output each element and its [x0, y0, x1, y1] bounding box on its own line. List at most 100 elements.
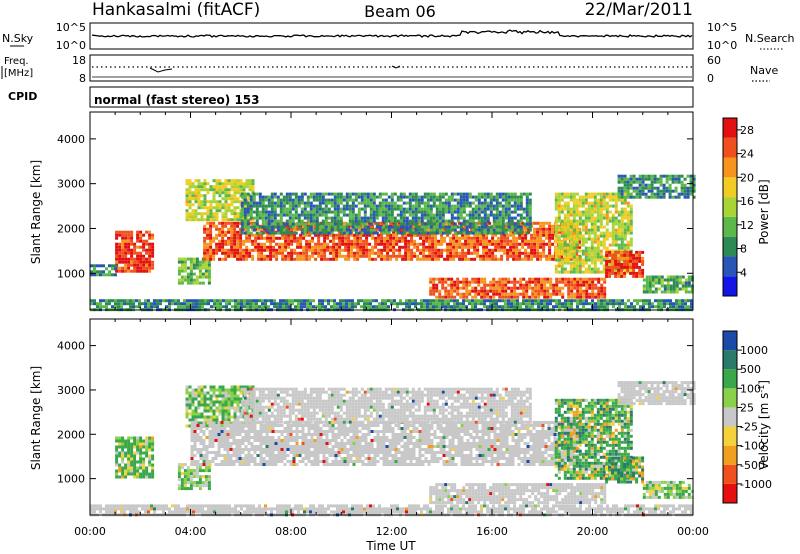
echo-cell: [186, 257, 190, 261]
echo-cell: [432, 216, 436, 220]
echo-cell: [246, 201, 250, 205]
echo-cell: [192, 281, 196, 285]
echo-cell: [130, 239, 134, 243]
echo-cell: [258, 299, 261, 303]
echo-cell: [432, 201, 436, 205]
echo-cell: [548, 248, 552, 252]
echo-cell: [593, 234, 597, 238]
echo-cell: [420, 207, 424, 211]
echo-cell: [239, 185, 243, 189]
echo-cell: [302, 248, 306, 252]
echo-cell: [207, 269, 211, 273]
echo-cell: [147, 299, 150, 303]
echo-cell: [645, 281, 649, 285]
echo-cell: [482, 257, 486, 261]
echo-cell: [584, 216, 588, 220]
echo-cell: [363, 207, 367, 211]
echo-cell: [501, 292, 505, 296]
echo-cell: [465, 198, 469, 202]
echo-cell: [302, 236, 306, 240]
echo-cell: [408, 207, 412, 211]
echo-cell: [111, 273, 114, 277]
echo-cell: [450, 219, 454, 223]
echo-cell: [629, 265, 633, 269]
echo-cell: [221, 230, 225, 234]
echo-cell: [659, 189, 663, 193]
echo-cell: [588, 302, 591, 306]
echo-cell: [398, 236, 402, 240]
echo-cell: [482, 236, 486, 240]
echo-cell: [548, 257, 552, 261]
echo-cell: [372, 204, 376, 208]
echo-cell: [314, 224, 318, 228]
echo-cell: [620, 213, 624, 217]
echo-cell: [338, 245, 342, 249]
echo-cell: [666, 290, 670, 294]
echo-cell: [572, 225, 576, 229]
echo-cell: [209, 212, 213, 216]
echo-cell: [510, 299, 513, 303]
echo-cell: [206, 206, 210, 210]
echo-cell: [584, 213, 588, 217]
echo-cell: [590, 204, 594, 208]
echo-cell: [459, 295, 463, 299]
echo-cell: [369, 210, 373, 214]
echo-cell: [684, 284, 688, 288]
echo-cell: [133, 269, 137, 273]
echo-region: [429, 277, 607, 299]
echo-cell: [468, 292, 472, 296]
echo-cell: [575, 231, 579, 235]
echo-cell: [620, 216, 624, 220]
echo-cell: [629, 253, 633, 257]
echo-cell: [267, 204, 271, 208]
echo-cell: [279, 219, 283, 223]
echo-cell: [151, 233, 155, 237]
echo-cell: [302, 233, 306, 237]
echo-cell: [570, 292, 574, 296]
echo-cell: [629, 207, 633, 211]
echo-cell: [590, 213, 594, 217]
echo-cell: [438, 207, 442, 211]
echo-cell: [567, 305, 570, 309]
echo-cell: [329, 257, 333, 261]
echo-cell: [450, 213, 454, 217]
echo-cell: [239, 227, 243, 231]
echo-cell: [437, 254, 441, 258]
echo-cell: [528, 286, 532, 290]
echo-cell: [180, 275, 184, 279]
echo-cell: [308, 245, 312, 249]
echo-cell: [332, 257, 336, 261]
echo-cell: [242, 182, 246, 186]
echo-cell: [282, 201, 286, 205]
echo-cell: [127, 230, 131, 234]
echo-cell: [488, 251, 492, 255]
echo-cell: [554, 228, 558, 232]
echo-cell: [552, 305, 555, 309]
freq-left-label-2: [MHz]: [4, 68, 33, 79]
echo-cell: [206, 242, 210, 246]
echo-cell: [413, 245, 417, 249]
echo-cell: [597, 277, 601, 281]
echo-cell: [455, 251, 459, 255]
echo-cell: [431, 242, 435, 246]
echo-cell: [130, 233, 134, 237]
echo-cell: [641, 192, 645, 196]
echo-cell: [611, 225, 615, 229]
echo-cell: [546, 292, 550, 296]
echo-cell: [435, 225, 439, 229]
echo-cell: [413, 242, 417, 246]
echo-cell: [338, 251, 342, 255]
echo-cell: [209, 245, 213, 249]
echo-cell: [492, 195, 496, 199]
echo-cell: [332, 245, 336, 249]
echo-cell: [578, 258, 582, 262]
echo-cell: [365, 245, 369, 249]
echo-cell: [405, 299, 408, 303]
echo-cell: [599, 261, 603, 265]
echo-cell: [215, 179, 219, 183]
echo-cell: [287, 254, 291, 258]
echo-cell: [489, 204, 493, 208]
echo-cell: [121, 254, 125, 258]
echo-cell: [267, 213, 271, 217]
echo-cell: [377, 233, 381, 237]
